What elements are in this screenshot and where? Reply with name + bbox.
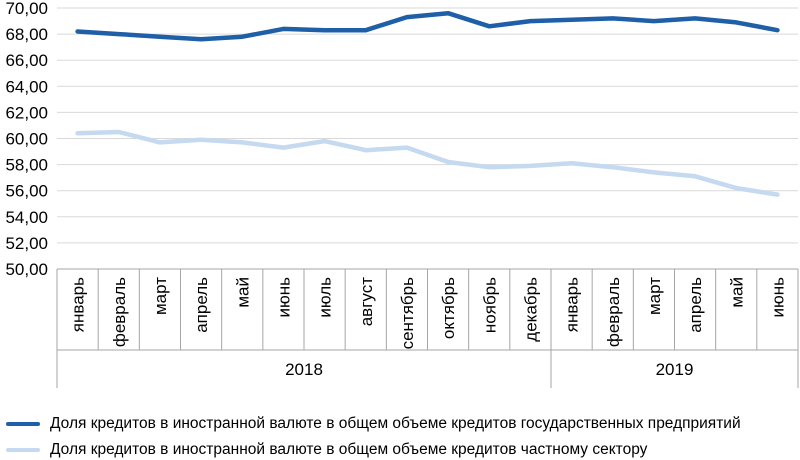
y-tick-label: 56,00 <box>5 182 48 201</box>
x-tick-label: май <box>233 277 252 308</box>
legend-swatch-private-sector <box>6 448 40 452</box>
legend-swatch-state-enterprises <box>6 422 40 426</box>
x-tick-label: июль <box>316 277 335 318</box>
x-tick-label: июнь <box>274 277 293 318</box>
y-tick-label: 64,00 <box>5 77 48 96</box>
y-tick-label: 60,00 <box>5 130 48 149</box>
x-tick-label: апрель <box>686 277 705 333</box>
legend-item-private-sector: Доля кредитов в иностранной валюте в общ… <box>0 440 800 460</box>
year-label: 2018 <box>285 360 323 379</box>
x-tick-label: февраль <box>604 277 623 347</box>
x-tick-label: сентябрь <box>398 277 417 350</box>
series-lines <box>75 10 780 197</box>
y-tick-label: 68,00 <box>5 25 48 44</box>
y-tick-label: 54,00 <box>5 208 48 227</box>
x-tick-label: февраль <box>110 277 129 347</box>
y-axis: 50,00 52,00 54,00 56,00 58,00 60,00 62,00 64,00… <box>5 0 48 279</box>
x-tick-label: январь <box>69 277 88 332</box>
y-tick-label: 50,00 <box>5 260 48 279</box>
x-tick-label: март <box>645 277 664 315</box>
x-tick-label: декабрь <box>521 277 540 342</box>
legend-label-state-enterprises: Доля кредитов в иностранной валюте в общ… <box>50 415 741 432</box>
x-tick-label: июнь <box>768 277 787 318</box>
grid-lines <box>57 7 798 270</box>
x-tick-label: март <box>151 277 170 315</box>
y-tick-label: 52,00 <box>5 234 48 253</box>
x-tick-label: август <box>357 277 376 326</box>
series-line-private-sector <box>75 129 780 197</box>
legend-label-private-sector: Доля кредитов в иностранной валюте в общ… <box>50 441 648 458</box>
year-label: 2019 <box>656 360 694 379</box>
series-line-state-enterprises <box>75 10 780 42</box>
x-tick-label: ноябрь <box>480 277 499 333</box>
x-tick-label: май <box>727 277 746 308</box>
y-tick-label: 58,00 <box>5 156 48 175</box>
x-tick-label: апрель <box>192 277 211 333</box>
x-axis: январь февраль март апрель май июнь июль август… <box>56 268 799 388</box>
legend-item-state-enterprises: Доля кредитов в иностранной валюте в общ… <box>0 414 800 434</box>
y-tick-label: 62,00 <box>5 103 48 122</box>
x-tick-label: октябрь <box>439 277 458 339</box>
y-tick-label: 70,00 <box>5 0 48 18</box>
x-tick-label: январь <box>563 277 582 332</box>
y-tick-label: 66,00 <box>5 51 48 70</box>
